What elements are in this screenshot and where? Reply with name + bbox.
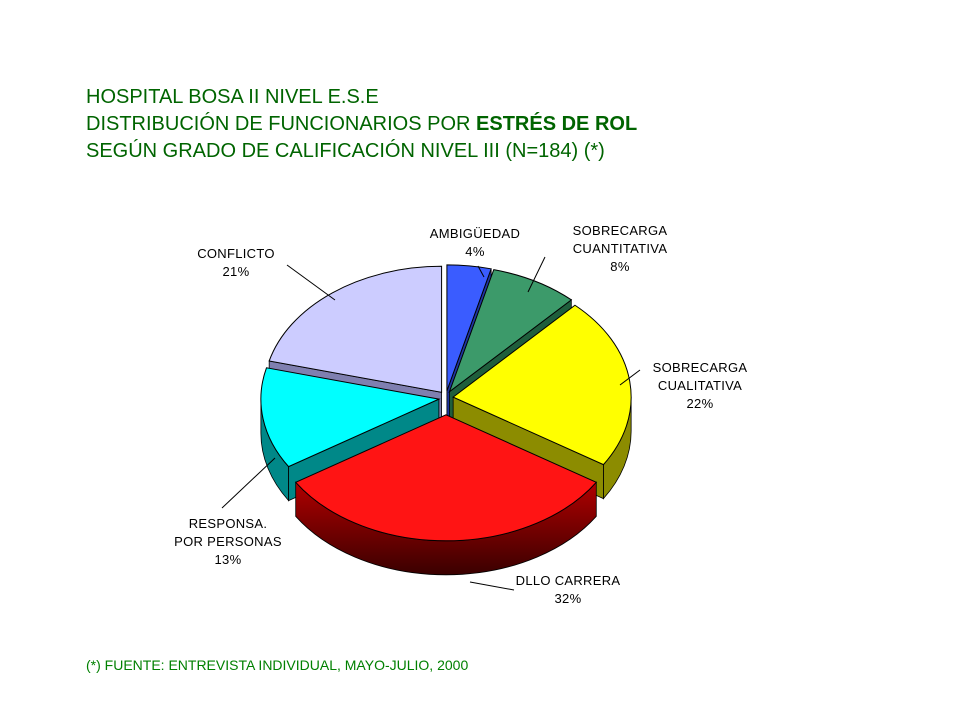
title-line-3: SEGÚN GRADO DE CALIFICACIÓN NIVEL III (N… [86,140,605,162]
leader-line-1 [527,256,546,293]
slice-label-2-1: CUALITATIVA [658,378,742,393]
pie-slice-1 [448,269,573,394]
chart-title: HOSPITAL BOSA II NIVEL E.S.E DISTRIBUCIÓ… [86,84,637,165]
slice-percent-2: 22% [687,396,714,411]
slices-layer [260,264,632,576]
leader-line-3 [469,581,515,591]
slice-label-0-0: AMBIGÜEDAD [430,226,520,241]
slice-label-1-1: CUANTITATIVA [573,241,668,256]
slice-label-4-1: POR PERSONAS [174,534,282,549]
labels-layer: AMBIGÜEDAD 4% SOBRECARGA CUANTITATIVA 8% SOBR… [174,223,747,606]
pie-slice-0 [446,264,492,392]
slice-label-2-0: SOBRECARGA [653,360,748,375]
slice-label-3-0: DLLO CARRERA [516,573,621,588]
leader-line-2 [619,369,641,386]
pie-slice-3 [294,414,598,542]
slice-label-5-0: CONFLICTO [197,246,275,261]
title-line-2-prefix: DISTRIBUCIÓN DE FUNCIONARIOS POR [86,113,477,135]
pie-slice-4 [260,367,441,468]
leader-lines-layer [221,256,641,591]
slice-percent-1: 8% [610,259,630,274]
title-line-2-bold: ESTRÉS DE ROL [476,113,638,135]
leader-line-5 [286,264,336,301]
slice-label-4-0: RESPONSA. [189,516,268,531]
slice-percent-5: 21% [223,264,250,279]
slice-label-1-0: SOBRECARGA [573,223,668,238]
leader-line-4 [221,457,276,509]
slice-percent-0: 4% [465,244,485,259]
leader-line-0 [477,265,485,278]
slice-percent-4: 13% [215,552,242,567]
title-line-1: HOSPITAL BOSA II NIVEL E.S.E [86,86,379,108]
pie-slice-5 [268,265,443,393]
title-line-2: DISTRIBUCIÓN DE FUNCIONARIOS POR ESTRÉS … [86,111,637,138]
footnote: (*) FUENTE: ENTREVISTA INDIVIDUAL, MAYO-… [86,657,469,673]
pie-slice-2 [452,304,632,466]
slice-percent-3: 32% [555,591,582,606]
